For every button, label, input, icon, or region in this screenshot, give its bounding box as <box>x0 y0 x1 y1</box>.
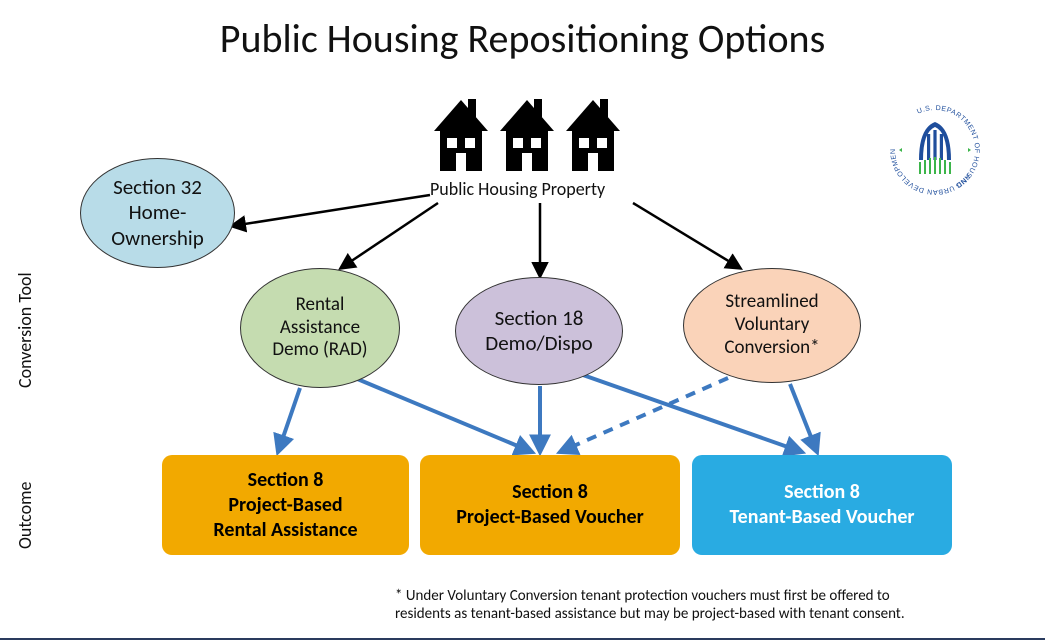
footnote: * Under Voluntary Conversion tenant prot… <box>395 587 995 625</box>
arrow-svc-tbv <box>790 384 817 452</box>
ellipse-sec32: Section 32Home-Ownership <box>80 158 235 268</box>
houses-icon <box>430 95 624 173</box>
house-icon <box>496 95 558 173</box>
label-conversion-tool: Conversion Tool <box>14 250 36 410</box>
label-outcome: Outcome <box>14 460 36 570</box>
outcome-pbra: Section 8Project-BasedRental Assistance <box>162 455 409 555</box>
ellipse-rad: RentalAssistanceDemo (RAD) <box>240 268 400 388</box>
outcome-tbv: Section 8Tenant-Based Voucher <box>692 455 952 555</box>
arrow-rad-pbra <box>278 388 300 452</box>
arrow-svc-pbv <box>560 378 728 452</box>
arrow-top <box>633 203 740 268</box>
arrow-top <box>341 203 438 268</box>
house-icon <box>562 95 624 173</box>
arrow-sec18-tbv <box>583 375 802 452</box>
ellipse-sec18: Section 18Demo/Dispo <box>455 277 623 385</box>
source-label: Public Housing Property <box>430 178 605 200</box>
house-icon <box>430 95 492 173</box>
hud-logo: U.S. DEPARTMENT OF HOUSING AND URBAN DEV… <box>885 100 985 200</box>
outcome-pbv: Section 8Project-Based Voucher <box>420 455 680 555</box>
arrow-top <box>232 195 430 226</box>
page-title: Public Housing Repositioning Options <box>0 0 1045 63</box>
arrow-rad-pbv <box>355 378 532 452</box>
ellipse-svc: StreamlinedVoluntaryConversion* <box>683 268 861 383</box>
